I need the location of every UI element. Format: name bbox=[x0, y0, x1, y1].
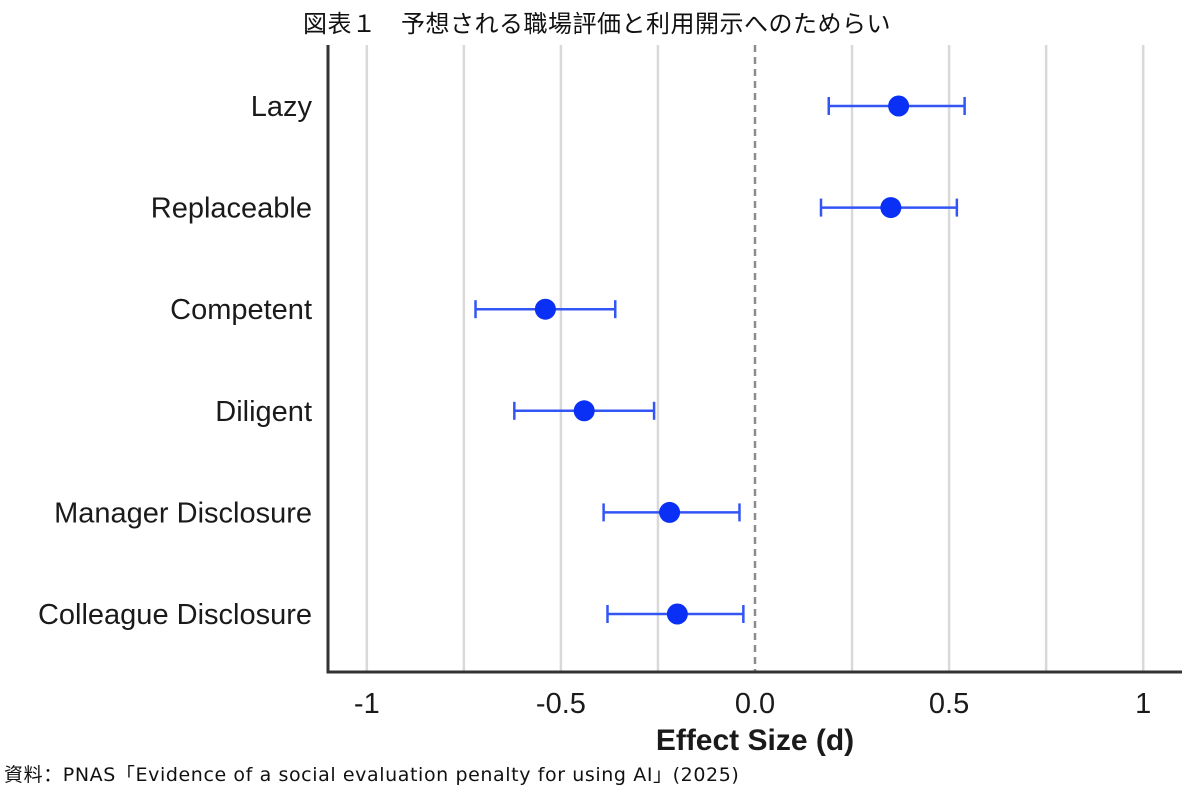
x-tick-label: 0.0 bbox=[735, 688, 775, 720]
errorbar-group bbox=[606, 603, 745, 625]
category-label: Lazy bbox=[251, 91, 313, 123]
category-labels: Lazy Replaceable Competent Diligent Manager … bbox=[38, 91, 313, 631]
errorbar-group bbox=[827, 95, 966, 117]
data-point bbox=[880, 197, 902, 219]
data-point bbox=[666, 603, 688, 625]
x-tick-label: 0.5 bbox=[929, 688, 969, 720]
data-marks bbox=[474, 95, 966, 625]
errorbar-group bbox=[602, 501, 741, 523]
x-axis-title: Effect Size (d) bbox=[656, 724, 854, 757]
x-tick-labels: -1 -0.5 0.0 0.5 1 bbox=[354, 688, 1151, 720]
errorbar-group bbox=[474, 298, 617, 320]
errorbar-group bbox=[819, 197, 959, 219]
axes bbox=[326, 45, 1182, 674]
chart-title: 図表１ 予想される職場評価と利用開示へのためらい bbox=[303, 10, 891, 38]
source-note: 資料：PNAS「Evidence of a social evaluation … bbox=[4, 764, 740, 786]
data-point bbox=[534, 298, 556, 320]
x-tick-label: 1 bbox=[1135, 688, 1151, 720]
x-tick-label: -1 bbox=[354, 688, 380, 720]
category-label: Replaceable bbox=[151, 193, 312, 225]
x-tick-label: -0.5 bbox=[536, 688, 586, 720]
category-label: Competent bbox=[170, 294, 312, 326]
errorbar-group bbox=[513, 400, 656, 422]
category-label: Manager Disclosure bbox=[54, 497, 312, 529]
data-point bbox=[888, 95, 910, 117]
category-label: Diligent bbox=[215, 396, 312, 428]
gridlines bbox=[365, 45, 1145, 672]
data-point bbox=[573, 400, 595, 422]
category-label: Colleague Disclosure bbox=[38, 599, 312, 631]
data-point bbox=[659, 501, 681, 523]
